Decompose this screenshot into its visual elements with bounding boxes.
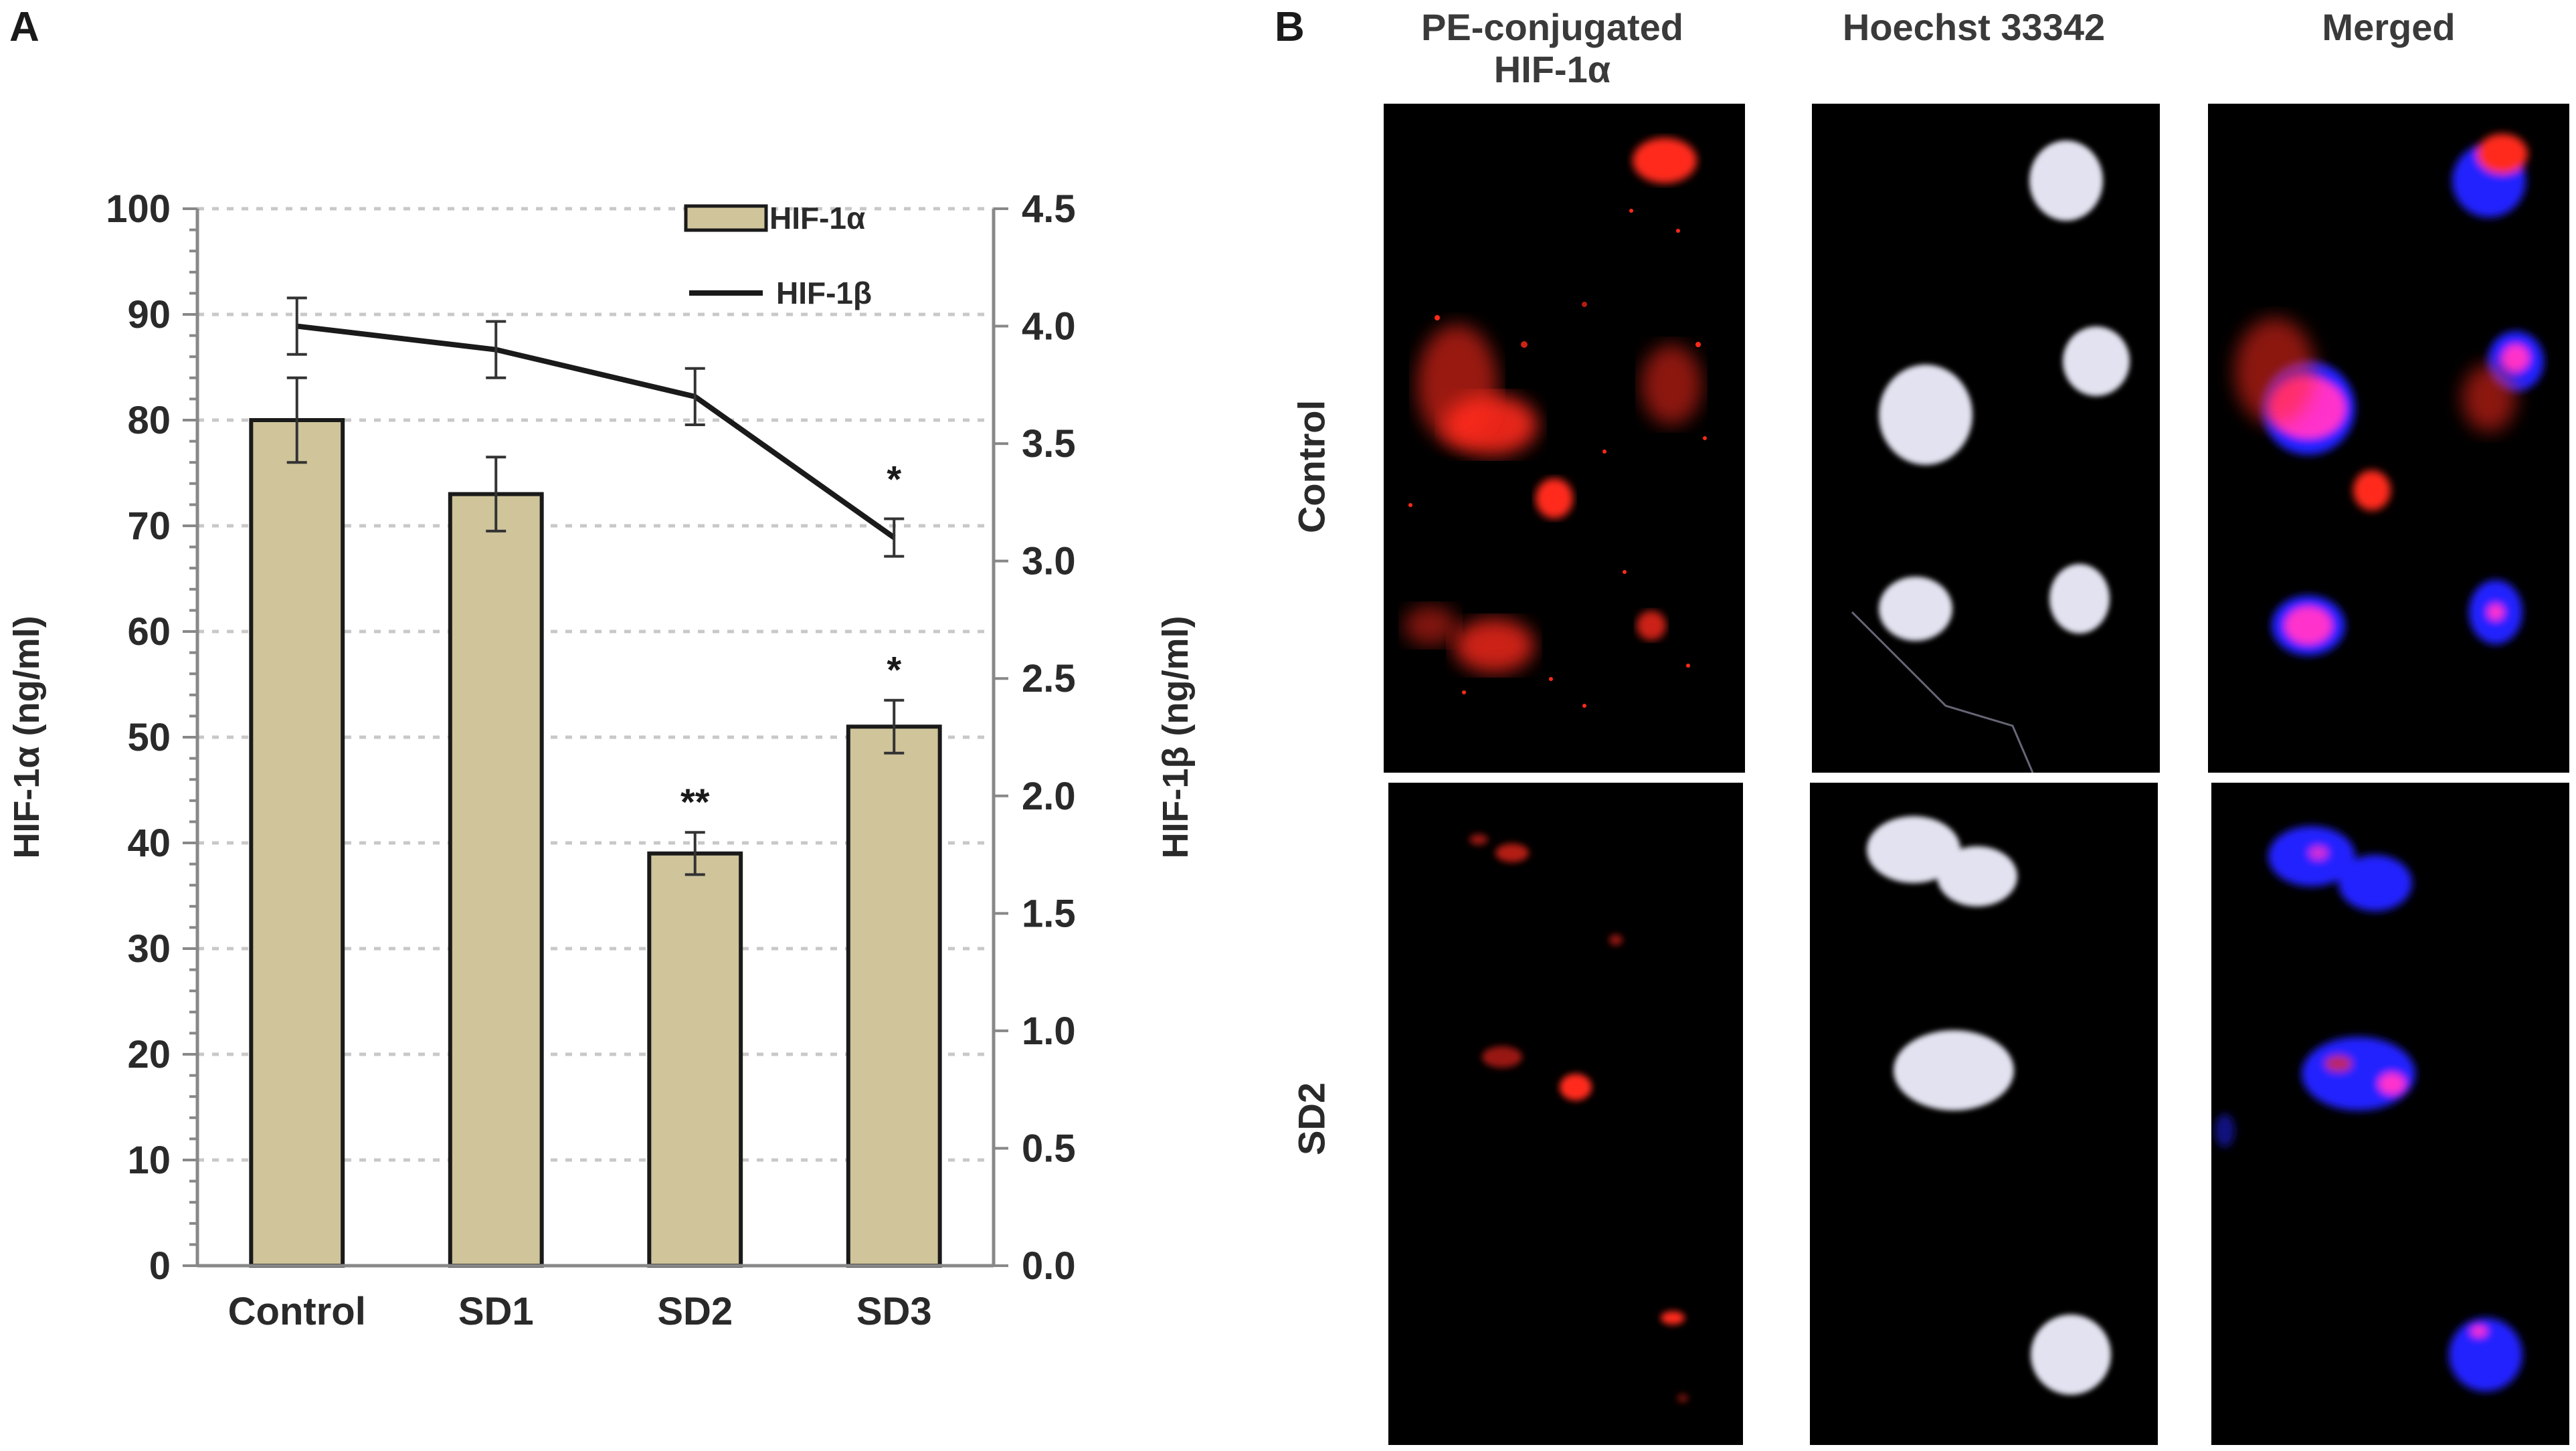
significance-mark: ** xyxy=(680,781,710,823)
significance-mark: * xyxy=(887,458,901,500)
y-tick-label: 70 xyxy=(127,504,171,548)
x-tick-label: SD1 xyxy=(458,1290,534,1333)
y-tick-label: 30 xyxy=(127,927,171,971)
y2-tick-label: 1.0 xyxy=(1022,1009,1076,1053)
y2-tick-label: 0.5 xyxy=(1022,1127,1076,1170)
y-tick-label: 90 xyxy=(127,293,171,336)
micrograph-control-hoechst xyxy=(1812,104,2160,773)
y-tick-label: 50 xyxy=(127,716,171,759)
y-tick-label: 40 xyxy=(127,821,171,865)
column-title-hoechst: Hoechst 33342 xyxy=(1842,6,2106,48)
y2-axis-label: HIF-1β (ng/ml) xyxy=(1156,616,1196,859)
bar-sd2 xyxy=(647,851,743,1268)
bar-control xyxy=(249,418,345,1268)
legend-label-hif-1b: HIF-1β xyxy=(776,276,872,310)
x-tick-label: SD2 xyxy=(657,1290,733,1333)
bar-sd1 xyxy=(448,492,544,1268)
line-series: * xyxy=(286,296,905,558)
micrograph-control-pe xyxy=(1384,104,1745,773)
y2-tick-label: 4.0 xyxy=(1022,305,1076,349)
y2-tick-label: 4.5 xyxy=(1022,187,1076,231)
y-tick-label: 100 xyxy=(106,187,171,231)
row-label-control: Control xyxy=(1290,399,1333,534)
y-tick-label: 10 xyxy=(127,1139,171,1182)
micrograph-sd2-hoechst xyxy=(1810,783,2158,1445)
y-tick-label: 0 xyxy=(149,1244,171,1288)
legend: HIF-1α HIF-1β xyxy=(684,201,872,310)
hif-bar-line-chart: *** * 01020304050607080901000.00.51.01.5… xyxy=(7,187,1196,1333)
hif-1b-line xyxy=(296,323,896,540)
y-tick-label: 60 xyxy=(127,610,171,654)
y2-tick-label: 3.0 xyxy=(1022,540,1076,583)
y2-tick-label: 2.5 xyxy=(1022,657,1076,700)
y2-tick-label: 1.5 xyxy=(1022,892,1076,935)
column-title-merged: Merged xyxy=(2322,6,2456,48)
axes: 0 10 20 30 40 50 60 70 80 90 100 0.0 0.5 1.0 1.5 2.0 2.5… xyxy=(7,187,1196,1333)
bar-sd3 xyxy=(846,724,942,1268)
significance-mark: * xyxy=(887,649,901,691)
y2-tick-label: 0.0 xyxy=(1022,1244,1076,1288)
legend-label-hif-1a: HIF-1α xyxy=(769,201,865,235)
column-title-pe: PE-conjugated HIF-1α xyxy=(1420,6,1684,90)
y2-tick-label: 2.0 xyxy=(1022,775,1076,818)
panel-a-letter: A xyxy=(9,4,39,50)
y2-tick-label: 3.5 xyxy=(1022,422,1076,466)
micrograph-control-merged xyxy=(2208,104,2569,773)
y-tick-label: 20 xyxy=(127,1033,171,1076)
micrograph-sd2-pe xyxy=(1388,783,1743,1445)
y-tick-label: 80 xyxy=(127,399,171,442)
legend-swatch-hif-1a xyxy=(684,204,768,232)
x-tick-label: SD3 xyxy=(856,1290,932,1333)
y-axis-label: HIF-1α (ng/ml) xyxy=(7,615,47,858)
bar-series: *** xyxy=(249,376,942,1268)
panel-b-letter: B xyxy=(1275,4,1305,50)
x-tick-label: Control xyxy=(228,1290,366,1333)
row-label-sd2: SD2 xyxy=(1290,1082,1333,1155)
micrograph-sd2-merged xyxy=(2211,783,2569,1445)
